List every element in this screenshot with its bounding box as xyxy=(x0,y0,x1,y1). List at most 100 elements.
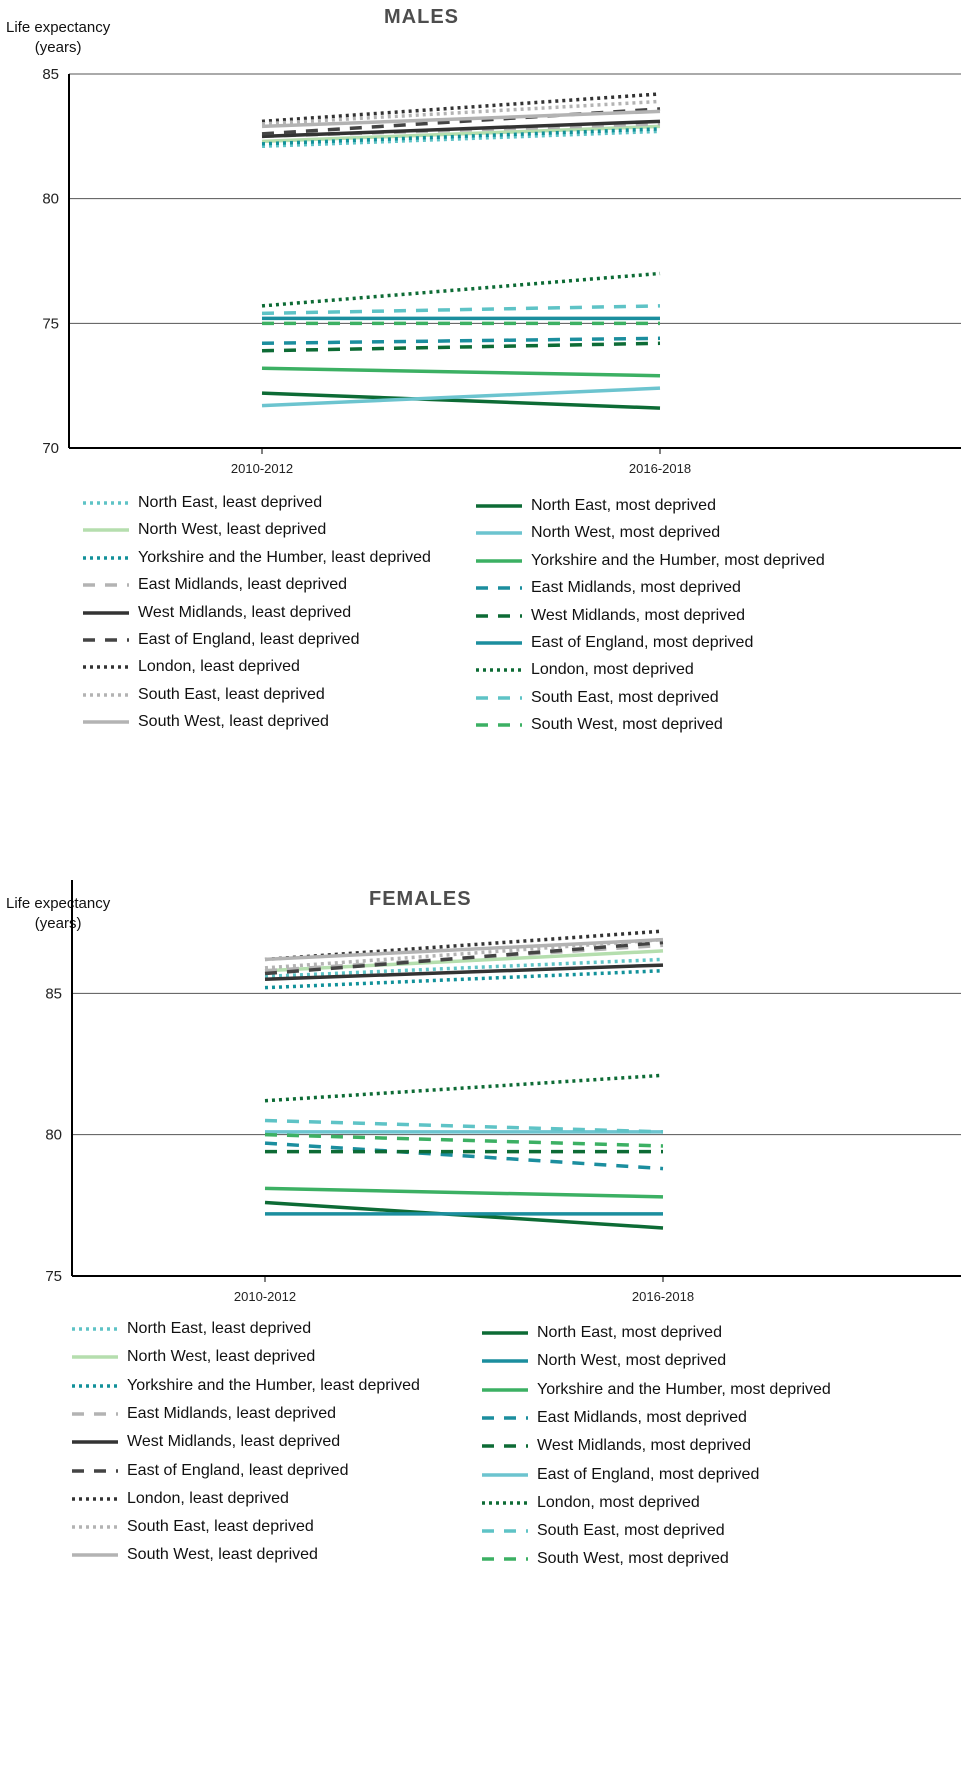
legend-item: Yorkshire and the Humber, most deprived xyxy=(476,547,825,575)
legend-item: South East, most deprived xyxy=(476,684,719,712)
legend-label: West Midlands, most deprived xyxy=(531,606,746,624)
series-line xyxy=(264,1073,664,1103)
males-plot: 70 75 80 85 2010-2012 2016-2018 xyxy=(42,66,961,476)
legend-swatch xyxy=(476,696,522,700)
y-tick-label: 70 xyxy=(42,440,59,457)
legend-item: East Midlands, most deprived xyxy=(482,1404,747,1432)
legend-swatch xyxy=(476,613,522,618)
legend-swatch xyxy=(476,641,522,645)
legend-label: South West, most deprived xyxy=(537,1550,729,1568)
legend-label: South West, most deprived xyxy=(531,716,723,734)
legend-label: London, most deprived xyxy=(537,1493,700,1511)
x-tick-label: 2010-2012 xyxy=(231,461,293,476)
legend-swatch xyxy=(72,1440,118,1444)
legend-label: North West, least deprived xyxy=(127,1348,316,1366)
males-chart-panel: MALES Life expectancy (years) 70 75 80 85 201… xyxy=(0,0,961,880)
legend-item: West Midlands, most deprived xyxy=(476,602,745,630)
legend-item: London, least deprived xyxy=(72,1485,289,1513)
legend-item: South East, least deprived xyxy=(83,681,325,709)
legend-item: West Midlands, least deprived xyxy=(72,1428,340,1456)
legend-item: London, most deprived xyxy=(476,656,694,684)
legend-swatch xyxy=(72,1468,118,1473)
x-tick-label: 2016-2018 xyxy=(632,1289,694,1304)
series-line xyxy=(264,1118,664,1134)
legend-swatch xyxy=(72,1327,118,1331)
legend-swatch xyxy=(83,638,129,642)
legend-item: East of England, most deprived xyxy=(476,629,753,657)
legend-item: South East, least deprived xyxy=(72,1513,314,1541)
legend-swatch xyxy=(72,1553,118,1558)
series-line xyxy=(261,386,661,408)
legend-label: Yorkshire and the Humber, most deprived xyxy=(531,551,825,569)
females-chart-panel: FEMALES Life expectancy(years) 758085902… xyxy=(0,880,961,1773)
series-line xyxy=(261,336,661,346)
legend-label: South East, least deprived xyxy=(127,1518,314,1536)
series-line xyxy=(264,940,664,976)
legend-item: South West, least deprived xyxy=(83,708,329,736)
legend-label: North West, most deprived xyxy=(531,524,721,542)
legend-item: North West, least deprived xyxy=(72,1343,315,1371)
series-line xyxy=(264,1186,664,1199)
legend-item: North West, most deprived xyxy=(476,519,720,547)
legend-swatch xyxy=(83,720,129,724)
legend-label: West Midlands, least deprived xyxy=(138,603,352,621)
legend-item: South West, most deprived xyxy=(482,1545,729,1573)
legend-swatch xyxy=(476,531,522,536)
legend-label: East Midlands, most deprived xyxy=(531,579,741,597)
series-line xyxy=(261,109,661,129)
legend-swatch xyxy=(482,1387,528,1392)
legend-swatch xyxy=(72,1355,118,1360)
chart-title: MALES xyxy=(384,6,459,28)
series-line xyxy=(261,119,661,139)
legend-swatch xyxy=(83,665,129,670)
legend-label: Yorkshire and the Humber, most deprived xyxy=(537,1380,831,1398)
series-line xyxy=(264,937,664,962)
y-tick-label: 80 xyxy=(45,1127,62,1144)
legend-swatch xyxy=(83,556,129,560)
legend-swatch xyxy=(83,528,129,533)
y-tick-label: 85 xyxy=(42,66,59,83)
legend-item: North East, most deprived xyxy=(482,1319,722,1347)
x-tick-label: 2010-2012 xyxy=(234,1289,296,1304)
legend-swatch xyxy=(482,1529,528,1533)
legend-label: East of England, most deprived xyxy=(531,634,754,651)
legend-item: East Midlands, most deprived xyxy=(476,574,741,602)
legend-label: South East, most deprived xyxy=(531,688,719,706)
series-line xyxy=(261,366,661,378)
legend-label: North East, least deprived xyxy=(138,494,323,511)
legend-swatch xyxy=(482,1444,528,1448)
legend-item: North East, most deprived xyxy=(476,492,716,520)
series-line xyxy=(264,957,664,979)
legend-label: Yorkshire and the Humber, least deprived xyxy=(138,548,431,566)
legend-label: East Midlands, most deprived xyxy=(537,1408,747,1426)
legend-item: East of England, least deprived xyxy=(72,1457,348,1485)
series-line xyxy=(261,127,661,146)
legend-label: East Midlands, least deprived xyxy=(127,1404,336,1422)
chart-title: FEMALES xyxy=(369,888,472,910)
series-line xyxy=(261,304,661,316)
legend-swatch xyxy=(83,501,129,505)
legend-label: North East, most deprived xyxy=(537,1324,722,1341)
legend-label: Yorkshire and the Humber, least deprived xyxy=(127,1376,420,1394)
series-line xyxy=(261,341,661,353)
legend-swatch xyxy=(482,1359,528,1364)
legend-label: East of England, least deprived xyxy=(127,1461,349,1479)
legend-label: South West, least deprived xyxy=(127,1546,318,1564)
y-axis-label: Life expectancy (years) xyxy=(6,19,111,56)
legend-item: West Midlands, least deprived xyxy=(83,599,351,627)
legend-swatch xyxy=(476,504,522,508)
legend-item: Yorkshire and the Humber, least deprived xyxy=(72,1372,420,1400)
legend-item: East Midlands, least deprived xyxy=(83,571,347,599)
y-tick-label: 80 xyxy=(42,191,59,208)
legend-label: South East, least deprived xyxy=(138,685,325,703)
legend-swatch xyxy=(482,1416,528,1420)
y-tick-label: 75 xyxy=(45,1268,62,1285)
legend-item: North East, least deprived xyxy=(83,489,322,517)
legend-swatch xyxy=(83,610,129,615)
legend-label: North East, least deprived xyxy=(127,1320,312,1337)
legend-item: North West, least deprived xyxy=(83,516,326,544)
legend-item: Yorkshire and the Humber, most deprived xyxy=(482,1376,831,1404)
legend-item: East of England, most deprived xyxy=(482,1461,759,1489)
legend-swatch xyxy=(482,1557,528,1562)
